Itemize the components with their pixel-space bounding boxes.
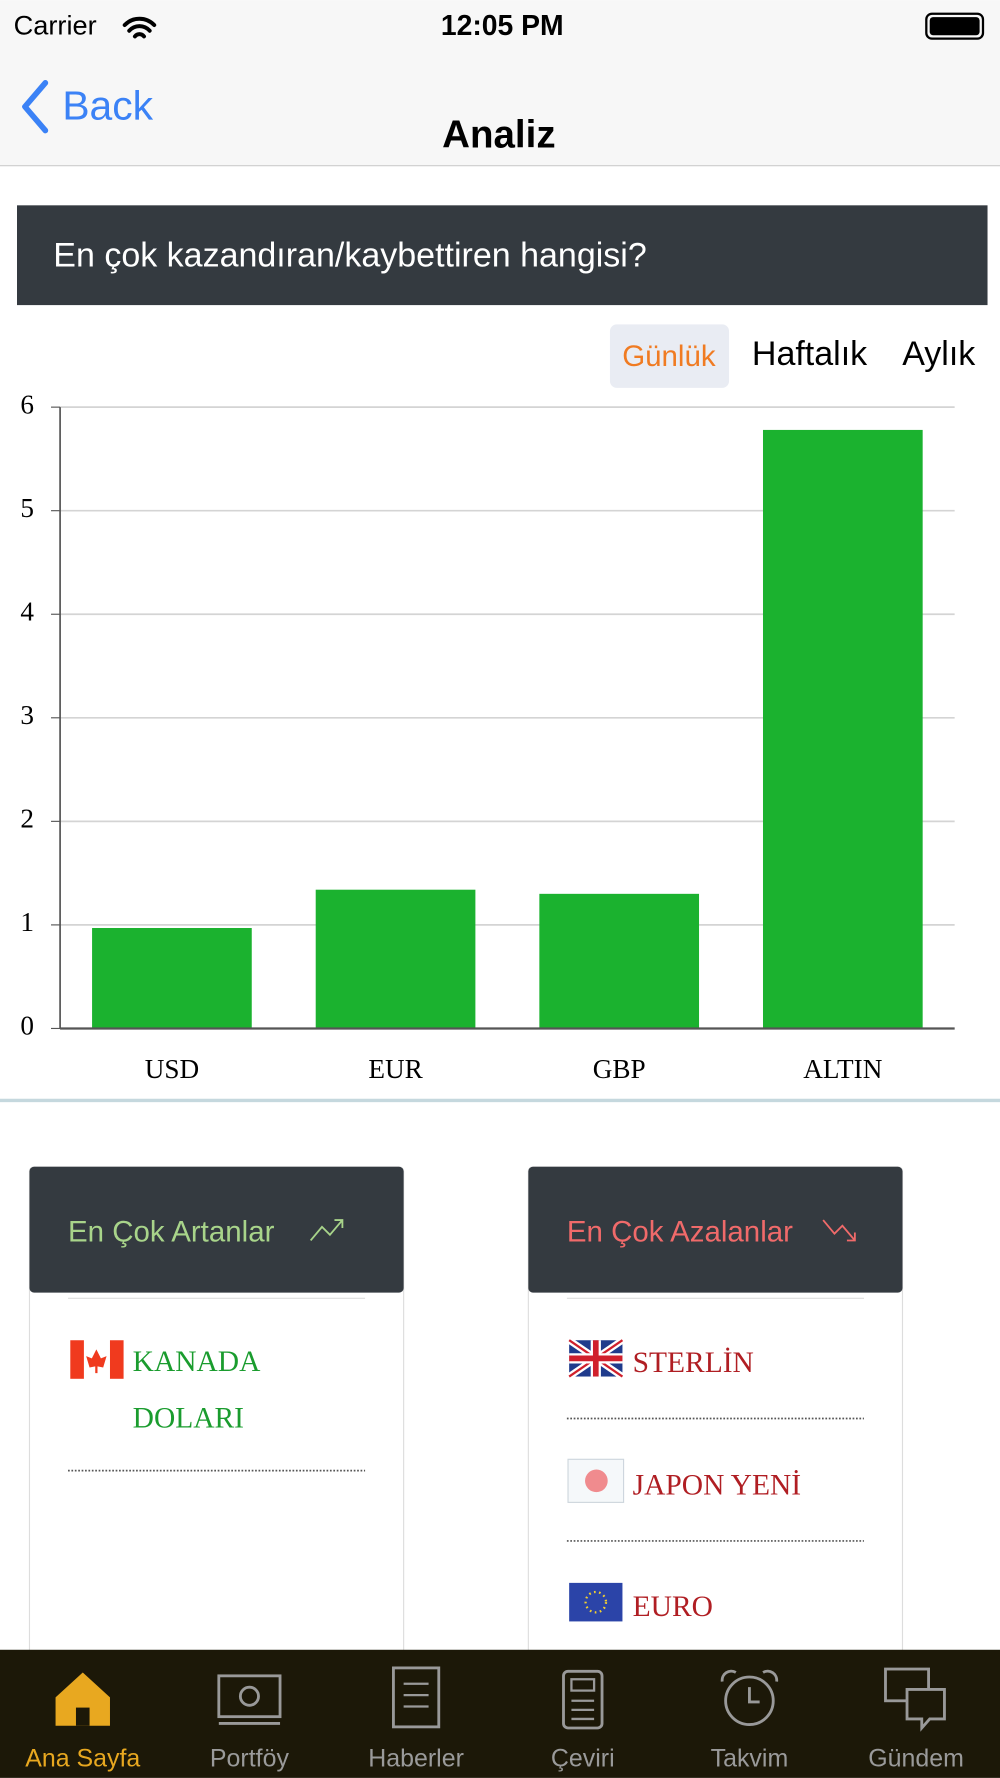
tab-icon [720,1669,779,1727]
tab-bar-items: Ana Sayfa Portföy Haberler Çeviri Takvim Günd… [25,1666,964,1772]
tab-icon [392,1666,441,1729]
tab-bar-item[interactable]: Takvim [711,1669,789,1772]
wifi-icon [122,16,157,39]
back-chevron [22,80,49,134]
tab-icon [217,1674,282,1725]
y-tick-label: 6 [20,389,34,419]
tab[interactable]: Haftalık [752,335,868,373]
battery-level [929,17,980,36]
gainers-header [29,1166,404,1293]
y-tick-label: 3 [20,700,34,730]
losers-list: STERLİN JAPON YENİ EURO [566,1335,864,1703]
carrier: Carrier [14,10,97,41]
tab-label[interactable]: Portföy [210,1744,290,1772]
tab-label[interactable]: Ana Sayfa [25,1744,140,1772]
y-tick-label: 1 [20,907,34,937]
x-tick-label: EUR [368,1054,423,1084]
nav-background [0,0,1000,166]
x-tick-label: GBP [593,1054,646,1084]
active-tab-background [609,324,730,388]
tab-bar-item[interactable]: Çeviri [551,1669,615,1772]
tab[interactable]: Günlük [622,340,716,373]
battery [925,12,985,40]
tab-label[interactable]: Gündem [868,1744,964,1772]
time: 12:05 PM [441,10,564,42]
list-item[interactable]: JAPON YENİ [633,1456,860,1581]
x-tick-label: USD [145,1054,199,1084]
losers-title: En Çok Azalanlar [567,1215,793,1248]
y-tick-label: 0 [20,1011,34,1041]
back-button[interactable]: Back [22,80,154,134]
tab-icon [884,1667,946,1732]
flag-japan [567,1458,625,1503]
list-item-label[interactable]: EURO [632,1589,713,1623]
tab-bar-item[interactable]: Ana Sayfa [25,1672,140,1772]
bar-chart: 0 1 2 3 4 5 6 USD EUR GBP ALTIN [20,389,955,1084]
gainers-list: KANADA DOLARI [68,1333,366,1472]
bar [539,893,700,1029]
section-title: En çok kazandıran/kaybettiren hangisi? [53,236,646,274]
flag-canada [70,1340,124,1379]
tab-label[interactable]: Takvim [711,1744,789,1772]
up-icon [309,1219,344,1242]
list-item[interactable]: STERLİN [633,1335,860,1460]
tab-icon [55,1672,110,1726]
tab-bar-item[interactable]: Portföy [210,1674,290,1772]
x-tick-label: ALTIN [803,1054,882,1084]
y-tick-label: 5 [20,493,34,523]
nav-title: Analiz [442,113,555,156]
gainers-title: En Çok Artanlar [68,1215,275,1248]
bar [762,429,923,1029]
flag-uk [567,1337,625,1380]
tab-bar-item[interactable]: Haberler [368,1666,464,1772]
list-item-label[interactable]: KANADA DOLARI [132,1344,259,1435]
bar [92,928,252,1029]
card-shadow [0,1098,1000,1103]
losers-header [528,1166,903,1293]
list-item-label[interactable]: JAPON YENİ [632,1467,802,1501]
section-header [17,205,988,306]
tab-bar [0,1649,1000,1778]
tab-bar-item[interactable]: Gündem [868,1667,964,1772]
list-item[interactable]: KANADA DOLARI [133,1333,280,1458]
back-label[interactable]: Back [62,83,153,129]
flag-eu [569,1582,623,1622]
y-tick-label: 2 [20,804,34,834]
tab-label[interactable]: Haberler [368,1744,464,1772]
down-icon [822,1219,856,1242]
list-item-label[interactable]: STERLİN [632,1345,754,1379]
tab-icon [562,1669,604,1730]
tab-label[interactable]: Çeviri [551,1744,615,1772]
y-tick-label: 4 [20,596,34,626]
bar [315,889,476,1029]
tab[interactable]: Aylık [902,335,976,373]
list-item[interactable]: EURO [633,1578,860,1703]
